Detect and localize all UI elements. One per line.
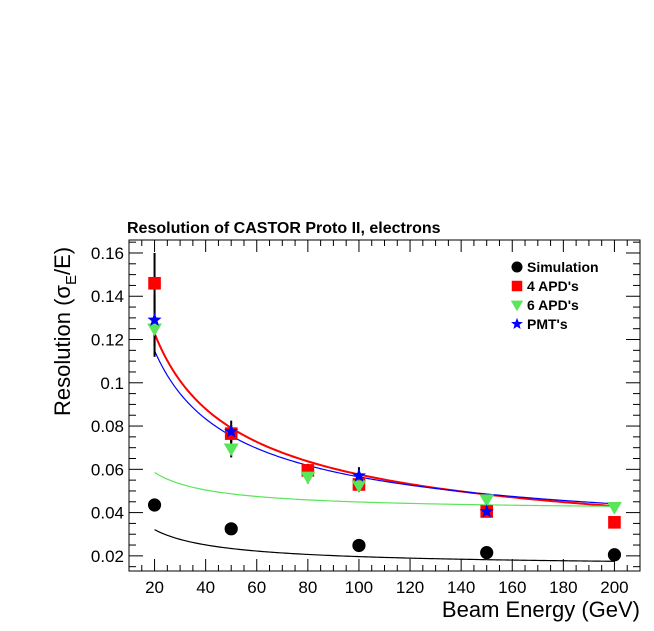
point-pmt-s [147, 312, 162, 327]
x-tick-label: 120 [396, 578, 424, 597]
x-tick-label: 200 [600, 578, 628, 597]
fit-curve-pmt-s [154, 350, 615, 505]
legend-label-6-apd-s: 6 APD's [527, 297, 579, 313]
point-simulation [224, 522, 238, 536]
x-tick-label: 60 [247, 578, 266, 597]
point-simulation [480, 546, 494, 560]
point-pmt-s [479, 504, 494, 518]
y-axis-title-prefix: Resolution ( [50, 298, 75, 416]
point-simulation [607, 548, 622, 562]
data-points [147, 276, 622, 562]
x-axis-title: Beam Energy (GeV) [442, 597, 640, 622]
point-pmt-s [351, 468, 367, 482]
chart-title: Resolution of CASTOR Proto II, electrons [127, 220, 441, 237]
y-tick-label: 0.08 [91, 417, 124, 436]
point-simulation [147, 498, 162, 512]
y-tick-label: 0.04 [91, 504, 124, 523]
point-6-apd-s [300, 471, 316, 485]
fit-curve-4-apd-s [153, 332, 615, 508]
legend-marker-pmt-s [511, 317, 523, 330]
y-axis: 0.02 0.04 0.06 0.08 0.1 0.12 0.14 0.16 [91, 241, 640, 568]
y-tick-label: 0.16 [91, 244, 124, 263]
fit-curve-simulation [154, 529, 615, 562]
y-axis-title-subscript: E [63, 275, 80, 285]
y-axis-title-sigma: σ [50, 285, 75, 299]
x-tick-label: 140 [447, 578, 475, 597]
point-6-apd-s [607, 501, 622, 515]
point-4-apd-s [608, 516, 621, 529]
point-6-apd-s [147, 323, 162, 337]
y-axis-title-suffix: /E) [50, 247, 75, 275]
point-4-apd-s [148, 276, 161, 290]
legend-label-simulation: Simulation [527, 259, 599, 275]
fit-curve-6-apd-s [154, 471, 615, 507]
y-tick-label: 0.06 [91, 460, 124, 479]
y-tick-label: 0.14 [91, 287, 124, 306]
x-tick-label: 160 [498, 578, 526, 597]
fit-curves [153, 332, 615, 562]
x-tick-label: 180 [549, 578, 577, 597]
point-6-apd-s [351, 480, 367, 493]
legend-label-pmt-s: PMT's [527, 316, 568, 332]
legend-marker-4-apd-s [511, 280, 523, 292]
point-6-apd-s [479, 494, 495, 508]
x-tick-label: 80 [298, 578, 317, 597]
x-axis: 20 40 60 80 100 120 140 160 180 200 [128, 240, 641, 597]
point-6-apd-s [223, 443, 239, 457]
legend-marker-simulation [511, 261, 523, 273]
x-tick-label: 100 [345, 578, 373, 597]
legend-marker-6-apd-s [510, 300, 524, 312]
point-pmt-s [224, 424, 239, 438]
y-tick-label: 0.1 [100, 374, 124, 393]
y-tick-label: 0.02 [91, 547, 124, 566]
legend: Simulation 4 APD's 6 APD's PMT's [510, 259, 599, 332]
x-tick-label: 40 [196, 578, 215, 597]
legend-label-4-apd-s: 4 APD's [527, 278, 579, 294]
point-simulation [352, 538, 366, 553]
x-tick-label: 20 [145, 578, 164, 597]
y-axis-title: Resolution (σE/E) [50, 247, 80, 416]
y-tick-label: 0.12 [91, 331, 124, 350]
